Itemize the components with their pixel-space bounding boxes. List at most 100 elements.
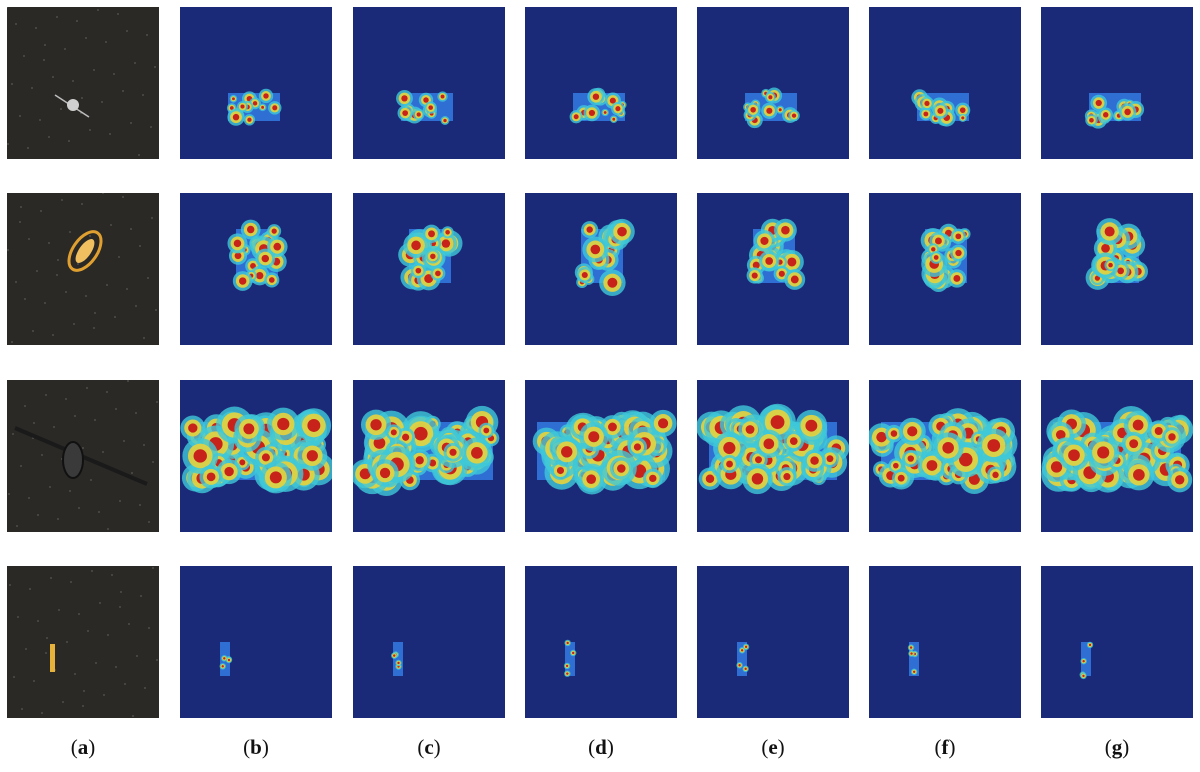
activation-blob <box>615 106 621 112</box>
star <box>33 680 35 682</box>
activation-blob <box>193 449 207 463</box>
activation-blob <box>414 426 428 441</box>
activation-blob <box>373 437 386 449</box>
star <box>127 380 129 382</box>
caption-paren: ) <box>261 735 269 759</box>
activation-blob <box>907 455 914 462</box>
heatmap-background <box>1041 566 1193 718</box>
star <box>43 59 45 61</box>
activation-blob <box>1129 439 1139 449</box>
column-caption-e: (e) <box>697 735 849 760</box>
activation-blob <box>252 101 258 106</box>
star <box>114 316 116 318</box>
star <box>15 281 17 283</box>
attention-heatmap-gold-foil-satellite-f <box>869 193 1021 345</box>
activation-blob <box>893 462 899 469</box>
star <box>28 238 30 240</box>
activation-blob <box>959 452 973 467</box>
star <box>76 20 78 22</box>
star <box>58 609 60 611</box>
heatmap-background <box>180 566 332 718</box>
activation-blob <box>1175 475 1185 485</box>
activation-region <box>737 642 747 676</box>
star <box>70 581 72 583</box>
caption-paren: ( <box>588 735 596 759</box>
star <box>105 41 107 43</box>
star <box>15 23 17 25</box>
star <box>11 341 13 343</box>
activation-blob <box>953 274 961 282</box>
activation-blob <box>923 111 929 117</box>
activation-blob <box>760 236 769 245</box>
attention-heatmap-satellite-with-long-solar-arrays-large-e <box>697 380 849 532</box>
star <box>119 606 121 608</box>
star <box>28 497 30 499</box>
star <box>64 48 66 50</box>
activation-blob <box>1089 117 1094 123</box>
star <box>21 708 23 710</box>
photo-background <box>7 7 159 159</box>
star <box>73 323 75 325</box>
activation-blob <box>435 270 441 277</box>
activation-blob <box>1104 226 1115 237</box>
attention-heatmap-thin-elongated-satellite-c <box>353 566 505 718</box>
satellite-photo-gold-foil-satellite-a <box>7 193 159 345</box>
star <box>41 712 43 714</box>
activation-blob <box>1050 461 1063 473</box>
activation-blob <box>471 447 483 459</box>
star <box>101 101 103 103</box>
column-caption-b: (b) <box>180 735 332 760</box>
activation-blob <box>897 474 905 482</box>
activation-region <box>909 642 919 676</box>
activation-blob <box>937 107 944 114</box>
activation-blob <box>992 471 999 479</box>
activation-blob <box>810 456 819 465</box>
activation-blob <box>428 105 433 110</box>
activation-blob <box>766 107 773 114</box>
column-caption-c: (c) <box>353 735 505 760</box>
activation-blob <box>617 464 626 473</box>
activation-blob <box>586 226 593 233</box>
activation-blob <box>790 275 799 284</box>
star <box>93 69 95 71</box>
heatmap-background <box>1041 7 1193 159</box>
caption-paren: ) <box>88 735 96 759</box>
star <box>98 511 100 513</box>
activation-blob <box>805 419 818 432</box>
star <box>81 203 83 205</box>
attention-heatmap-thin-elongated-satellite-e <box>697 566 849 718</box>
column-caption-f: (f) <box>869 735 1021 760</box>
satellite-core <box>75 239 95 263</box>
star <box>109 133 111 135</box>
star <box>44 44 46 46</box>
column-caption-a: (a) <box>7 735 159 760</box>
star <box>150 126 152 128</box>
satellite-photo-satellite-with-long-solar-arrays-large-a <box>7 380 159 532</box>
star <box>117 13 119 15</box>
activation-blob <box>633 443 642 451</box>
activation-blob <box>232 97 235 101</box>
star <box>87 630 89 632</box>
star <box>123 440 125 442</box>
activation-blob <box>603 111 607 114</box>
activation-blob <box>926 460 938 471</box>
star <box>40 210 42 212</box>
star <box>69 490 71 492</box>
activation-blob <box>573 114 579 120</box>
star <box>89 129 91 131</box>
star <box>24 405 26 407</box>
star <box>118 256 120 258</box>
activation-blob <box>206 472 216 482</box>
activation-blob <box>307 419 321 432</box>
caption-letter: f <box>941 735 949 759</box>
activation-blob <box>765 257 773 265</box>
star <box>130 228 132 230</box>
activation-blob <box>924 100 930 107</box>
star <box>62 701 64 703</box>
activation-blob <box>445 230 450 235</box>
star <box>130 122 132 124</box>
star <box>44 302 46 304</box>
activation-blob <box>609 97 616 104</box>
activation-blob <box>586 474 597 484</box>
